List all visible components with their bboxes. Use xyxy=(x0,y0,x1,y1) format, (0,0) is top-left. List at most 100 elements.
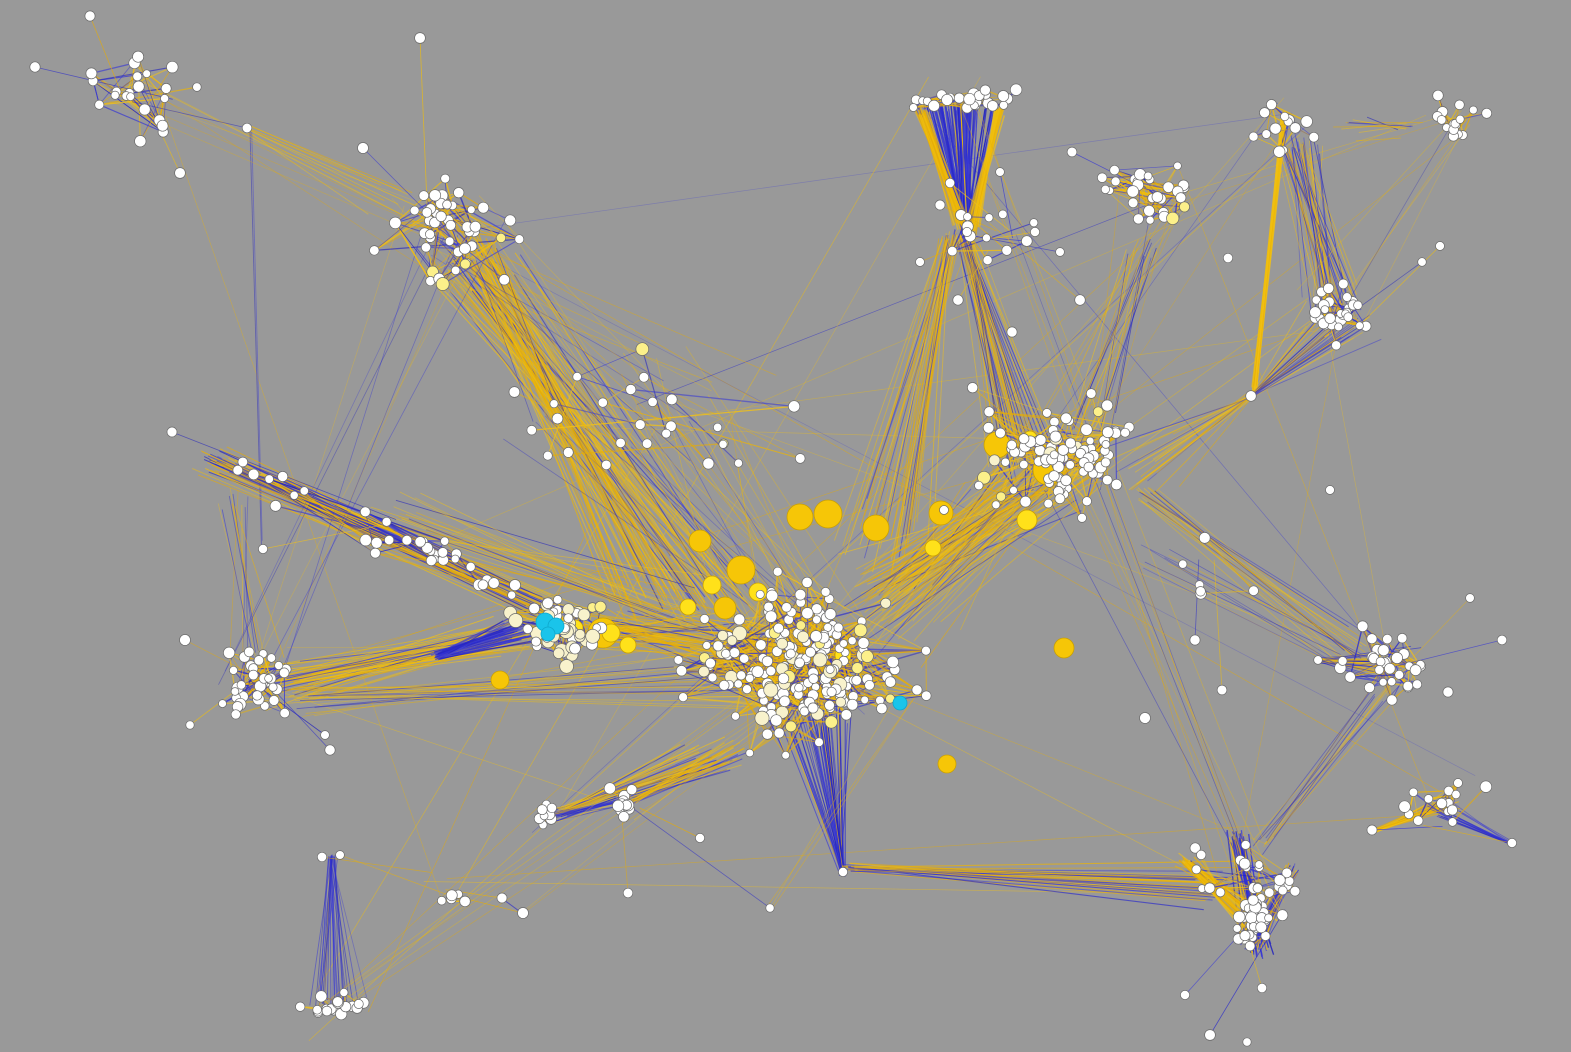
graph-node[interactable] xyxy=(1453,778,1463,788)
graph-node[interactable] xyxy=(1057,444,1069,456)
graph-node[interactable] xyxy=(359,533,372,547)
graph-node[interactable] xyxy=(1256,982,1268,994)
graph-node[interactable] xyxy=(279,707,290,719)
graph-node[interactable] xyxy=(1423,794,1434,804)
graph-node[interactable] xyxy=(1277,885,1288,896)
graph-node[interactable] xyxy=(572,372,582,382)
graph-node[interactable] xyxy=(247,468,260,481)
graph-node[interactable] xyxy=(1180,990,1190,1000)
graph-node[interactable] xyxy=(979,84,991,96)
graph-node[interactable] xyxy=(810,630,823,643)
graph-node[interactable] xyxy=(847,636,857,646)
graph-node[interactable] xyxy=(526,425,537,436)
graph-node[interactable] xyxy=(498,274,510,286)
graph-node[interactable] xyxy=(995,491,1007,502)
graph-node[interactable] xyxy=(437,896,447,906)
graph-node[interactable] xyxy=(1313,655,1323,665)
graph-node[interactable] xyxy=(1377,644,1390,657)
graph-node[interactable] xyxy=(126,92,135,102)
graph-node[interactable] xyxy=(1387,677,1397,687)
graph-node[interactable] xyxy=(745,673,755,683)
graph-node[interactable] xyxy=(731,711,740,721)
graph-node[interactable] xyxy=(999,100,1009,110)
graph-node[interactable] xyxy=(1247,894,1259,906)
graph-node[interactable] xyxy=(1244,940,1256,952)
graph-node[interactable] xyxy=(551,412,564,425)
graph-node[interactable] xyxy=(316,851,328,863)
graph-node[interactable] xyxy=(160,94,170,103)
graph-node[interactable] xyxy=(549,399,559,409)
graph-node[interactable] xyxy=(666,393,678,406)
graph-node[interactable] xyxy=(781,602,792,613)
graph-node[interactable] xyxy=(634,419,646,430)
graph-node[interactable] xyxy=(1331,340,1342,351)
graph-node[interactable] xyxy=(1101,426,1114,439)
graph-node[interactable] xyxy=(1242,1037,1252,1047)
graph-node[interactable] xyxy=(864,679,875,691)
graph-node[interactable] xyxy=(546,802,557,814)
graph-node[interactable] xyxy=(1344,671,1356,683)
graph-node[interactable] xyxy=(1232,924,1242,933)
graph-node[interactable] xyxy=(1239,930,1251,942)
graph-node[interactable] xyxy=(435,210,447,222)
graph-node[interactable] xyxy=(359,506,371,518)
graph-node[interactable] xyxy=(299,486,309,496)
graph-node[interactable] xyxy=(705,657,716,669)
hub-node[interactable] xyxy=(713,596,737,620)
graph-node[interactable] xyxy=(509,579,521,592)
hub-node[interactable] xyxy=(490,670,510,690)
graph-node[interactable] xyxy=(939,505,949,515)
graph-node[interactable] xyxy=(987,100,999,112)
graph-node[interactable] xyxy=(166,60,179,74)
graph-node[interactable] xyxy=(838,867,848,877)
graph-node[interactable] xyxy=(1266,99,1277,111)
graph-node[interactable] xyxy=(507,590,517,600)
hub-node[interactable] xyxy=(813,499,843,529)
graph-node[interactable] xyxy=(1195,586,1206,597)
hub-node[interactable] xyxy=(679,598,697,616)
graph-node[interactable] xyxy=(811,603,823,615)
graph-node[interactable] xyxy=(134,135,147,148)
graph-node[interactable] xyxy=(1446,804,1458,816)
graph-node[interactable] xyxy=(531,636,541,647)
graph-node[interactable] xyxy=(1432,89,1444,102)
hub-node[interactable] xyxy=(862,514,890,542)
graph-node[interactable] xyxy=(321,1005,333,1017)
graph-node[interactable] xyxy=(508,386,521,398)
graph-node[interactable] xyxy=(401,534,413,546)
graph-node[interactable] xyxy=(1436,115,1447,125)
graph-node[interactable] xyxy=(440,536,450,546)
graph-node[interactable] xyxy=(1048,470,1060,482)
graph-node[interactable] xyxy=(320,730,330,740)
accent-node[interactable] xyxy=(540,626,556,642)
graph-node[interactable] xyxy=(1276,909,1289,922)
graph-node[interactable] xyxy=(1261,129,1272,139)
graph-node[interactable] xyxy=(1009,83,1023,96)
graph-node[interactable] xyxy=(1021,235,1033,247)
graph-node[interactable] xyxy=(428,189,442,202)
graph-node[interactable] xyxy=(625,384,637,395)
graph-node[interactable] xyxy=(963,212,972,222)
graph-node[interactable] xyxy=(1216,684,1228,696)
graph-node[interactable] xyxy=(260,701,270,711)
graph-node[interactable] xyxy=(241,122,253,134)
graph-node[interactable] xyxy=(622,887,634,899)
graph-node[interactable] xyxy=(1019,495,1032,508)
graph-node[interactable] xyxy=(1034,444,1046,457)
graph-node[interactable] xyxy=(1043,498,1054,509)
graph-node[interactable] xyxy=(1323,282,1335,294)
graph-node[interactable] xyxy=(252,690,263,701)
graph-node[interactable] xyxy=(230,709,241,720)
graph-node[interactable] xyxy=(886,655,899,669)
graph-node[interactable] xyxy=(1281,867,1293,879)
graph-node[interactable] xyxy=(232,464,244,476)
graph-node[interactable] xyxy=(1356,620,1369,633)
graph-node[interactable] xyxy=(295,1001,306,1012)
graph-node[interactable] xyxy=(1374,665,1385,675)
graph-node[interactable] xyxy=(445,219,457,231)
graph-node[interactable] xyxy=(274,661,284,670)
graph-node[interactable] xyxy=(1260,931,1271,941)
graph-node[interactable] xyxy=(824,699,835,711)
graph-node[interactable] xyxy=(1173,161,1182,171)
graph-node[interactable] xyxy=(626,784,638,796)
